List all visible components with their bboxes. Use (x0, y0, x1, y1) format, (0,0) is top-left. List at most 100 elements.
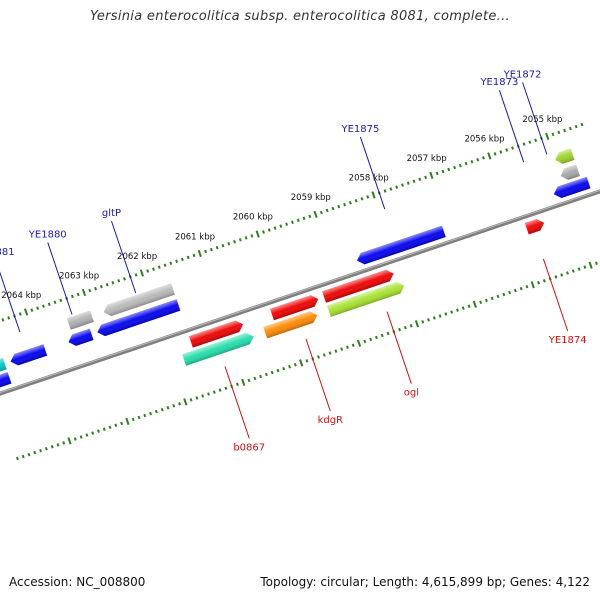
inner-tick (334, 349, 338, 353)
gene-feature-forward[interactable] (0, 372, 12, 391)
inner-tick-major (588, 261, 593, 269)
gene-feature-reverse[interactable] (326, 280, 406, 317)
inner-tick (577, 267, 581, 271)
inner-tick-major (472, 300, 477, 308)
gene-features[interactable] (0, 148, 591, 391)
outer-tick (453, 165, 456, 170)
inner-tick (56, 443, 60, 447)
outer-tick (348, 200, 352, 205)
outer-tick (209, 247, 213, 252)
gene-label[interactable]: ogl (404, 388, 419, 399)
outer-tick (59, 298, 63, 303)
inner-tick (79, 435, 83, 439)
feature-shading (553, 176, 591, 199)
feature-shading (68, 328, 94, 346)
inner-tick (39, 448, 42, 453)
inner-tick (542, 279, 546, 283)
gene-label[interactable]: YE1872 (503, 69, 542, 80)
kbp-label: 2057 kbp (407, 154, 447, 164)
gene-label[interactable]: YE1881 (0, 247, 15, 258)
feature-shading (560, 164, 580, 180)
outer-tick (47, 302, 51, 306)
gene-feature-forward[interactable] (553, 148, 575, 165)
outer-tick (557, 130, 561, 135)
outer-tick (574, 124, 578, 129)
inner-tick (380, 333, 384, 338)
outer-tick (511, 146, 514, 150)
inner-tick (595, 261, 598, 265)
kbp-label: 2060 kbp (233, 213, 273, 223)
leader-line (47, 242, 73, 315)
gene-feature-forward[interactable] (102, 283, 175, 318)
inner-tick (432, 316, 436, 320)
gene-label[interactable]: YE1874 (548, 335, 587, 346)
inner-tick (537, 281, 540, 285)
feature-shading (356, 225, 446, 265)
feature-shading (10, 344, 48, 366)
inner-tick (363, 339, 367, 344)
inner-tick (490, 296, 494, 301)
inner-tick (207, 392, 210, 396)
outer-tick (366, 195, 370, 199)
gene-feature-reverse[interactable] (263, 309, 319, 339)
outer-tick (470, 159, 474, 164)
feature-shading (0, 372, 12, 390)
gene-feature-forward[interactable] (66, 310, 94, 330)
outer-tick (134, 273, 138, 277)
inner-tick (178, 402, 181, 406)
gene-label[interactable]: YE1880 (28, 229, 67, 240)
leader-line (110, 220, 137, 294)
leader-line (305, 338, 331, 412)
gene-feature-forward[interactable] (355, 225, 446, 267)
inner-tick (374, 335, 378, 340)
gene-label[interactable]: kdgR (318, 415, 343, 426)
inner-tick (525, 284, 529, 289)
kbp-label: 2059 kbp (291, 193, 331, 203)
feature-shading (524, 219, 545, 235)
leader-line (498, 90, 525, 163)
feature-shading (66, 310, 94, 330)
gene-feature-forward[interactable] (95, 299, 181, 338)
inner-tick (166, 405, 170, 410)
gene-label[interactable]: gltP (102, 208, 121, 219)
gene-feature-reverse[interactable] (189, 319, 245, 348)
outer-tick (163, 263, 167, 267)
outer-tick-major (545, 132, 550, 140)
gene-label[interactable]: YE1873 (479, 77, 518, 88)
outer-tick (505, 148, 509, 152)
outer-tick-major (371, 191, 376, 199)
gene-feature-forward[interactable] (67, 328, 94, 348)
outer-tick (105, 282, 109, 287)
gene-feature-reverse[interactable] (322, 268, 395, 303)
outer-tick (36, 306, 40, 310)
gene-feature-forward[interactable] (552, 176, 591, 200)
gene-label[interactable]: YE1875 (340, 124, 379, 135)
inner-tick (195, 396, 199, 400)
inner-tick-major (299, 359, 304, 367)
leader-line (359, 136, 386, 210)
outer-tick (563, 128, 567, 133)
inner-tick (160, 407, 164, 412)
leader-line (522, 82, 548, 155)
gene-feature-reverse[interactable] (270, 293, 320, 321)
outer-tick (221, 243, 225, 248)
inner-tick-major (356, 339, 362, 347)
gene-feature-reverse[interactable] (182, 331, 255, 366)
inner-tick (259, 374, 263, 379)
gene-feature-forward[interactable] (9, 344, 48, 367)
gene-label[interactable]: b0867 (233, 442, 265, 453)
map-title: Yersinia enterocolitica subsp. enterocol… (90, 9, 510, 24)
outer-tick (580, 122, 584, 127)
inner-tick (247, 378, 251, 383)
gene-feature-forward[interactable] (559, 164, 580, 182)
outer-tick (337, 204, 341, 209)
inner-tick (15, 456, 19, 461)
outer-tick (273, 226, 277, 230)
outer-tick (424, 175, 428, 180)
feature-shading (182, 332, 254, 366)
gene-feature-reverse[interactable] (524, 217, 546, 235)
inner-tick (137, 415, 141, 420)
outer-tick (395, 185, 399, 189)
